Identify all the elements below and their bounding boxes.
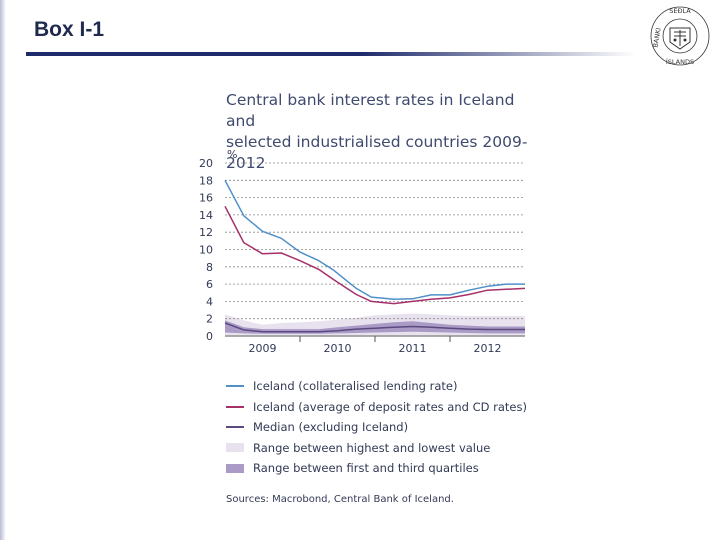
- svg-text:BANKI: BANKI: [651, 27, 662, 48]
- slide-title: Box I-1: [34, 18, 105, 41]
- series-line-3: [224, 322, 525, 333]
- interest-rate-chart: 0 2 4 6 8 10 12 14 16 18 20% 2009 2010 2011 2012: [199, 148, 526, 355]
- chart-legend: Iceland (collateralised lending rate) Ice…: [226, 376, 556, 479]
- x-tick-label: 2010: [324, 342, 352, 355]
- x-tick-label: 2011: [399, 342, 427, 355]
- tick-labels: 0 2 4 6 8 10 12 14 16 18 20% 2009 2010 2011 2012: [199, 148, 502, 355]
- legend-item: Range between first and third quartiles: [226, 458, 556, 479]
- series-line-1: [224, 179, 525, 300]
- legend-label: Range between highest and lowest value: [253, 440, 491, 455]
- gridlines: [225, 162, 525, 320]
- axes: [225, 335, 525, 342]
- y-tick-label: 14: [199, 209, 213, 222]
- y-tick-label: 20: [199, 157, 213, 170]
- slide-left-edge: [0, 0, 6, 540]
- x-tick-label: 2012: [474, 342, 502, 355]
- y-tick-label: 8: [206, 261, 213, 274]
- y-tick-label: 16: [199, 192, 213, 205]
- legend-item: Range between highest and lowest value: [226, 438, 556, 459]
- svg-text:SEÐLA: SEÐLA: [669, 7, 691, 15]
- y-tick-label: 18: [199, 174, 213, 187]
- legend-swatch: [226, 385, 244, 388]
- legend-label: Iceland (collateralised lending rate): [253, 379, 458, 394]
- legend-item: Iceland (average of deposit rates and CD…: [226, 397, 556, 418]
- legend-swatch: [226, 405, 244, 408]
- y-tick-label: 6: [206, 278, 213, 291]
- legend-swatch: [226, 426, 244, 429]
- y-tick-label: 0: [206, 330, 213, 343]
- legend-swatch: [226, 443, 244, 453]
- series-line-2: [224, 205, 526, 305]
- chart-source: Sources: Macrobond, Central Bank of Icel…: [226, 494, 454, 505]
- chart-title-line-1: Central bank interest rates in Iceland a…: [226, 91, 515, 130]
- svg-text:ÍSLANDS: ÍSLANDS: [666, 57, 694, 66]
- legend-label: Median (excluding Iceland): [253, 420, 409, 435]
- y-tick-label: 2: [206, 313, 213, 326]
- y-tick-label: 10: [199, 244, 213, 257]
- university-seal-icon: SEÐLA BANKI ÍSLANDS: [650, 6, 710, 66]
- legend-item: Iceland (collateralised lending rate): [226, 376, 556, 397]
- y-tick-label: 4: [206, 295, 213, 308]
- legend-item: Median (excluding Iceland): [226, 417, 556, 438]
- legend-label: Iceland (average of deposit rates and CD…: [253, 399, 527, 414]
- y-axis-unit-label: %: [227, 148, 237, 161]
- title-rule: [26, 52, 636, 56]
- series-lines: [224, 179, 526, 333]
- x-tick-label: 2009: [249, 342, 277, 355]
- legend-label: Range between first and third quartiles: [253, 461, 479, 476]
- legend-swatch: [226, 463, 244, 473]
- chart-title: Central bank interest rates in Iceland a…: [226, 90, 546, 174]
- y-tick-label: 12: [199, 226, 213, 239]
- range-band-2: [225, 320, 525, 334]
